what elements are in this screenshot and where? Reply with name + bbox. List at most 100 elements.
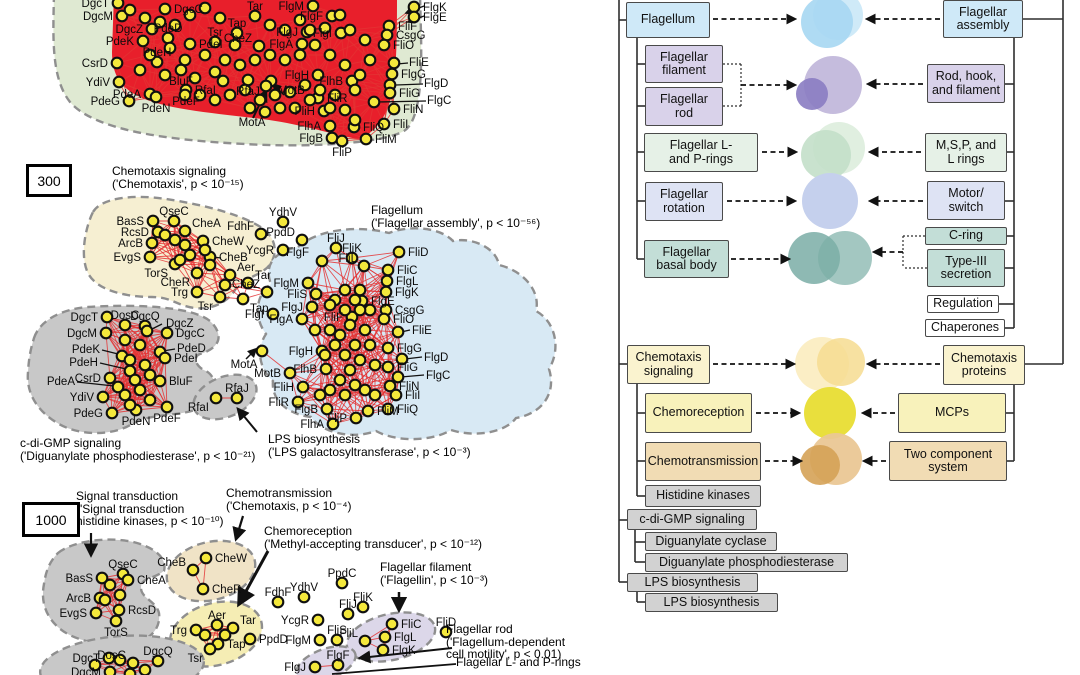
protein-node bbox=[323, 298, 337, 312]
protein-label-RfaI: RfaI bbox=[195, 85, 216, 97]
protein-node bbox=[395, 352, 409, 366]
caption-lp-rings-1000: Flagellar L- and P-rings bbox=[456, 656, 581, 669]
protein-label-FlgI: FlgI bbox=[313, 28, 332, 40]
protein-label-RfaJ: RfaJ bbox=[236, 86, 260, 98]
network-edge bbox=[321, 260, 331, 306]
network-edge bbox=[289, 350, 323, 374]
protein-node bbox=[178, 88, 192, 102]
protein-label-MotA: MotA bbox=[239, 117, 266, 129]
protein-node bbox=[263, 18, 277, 32]
protein-node bbox=[288, 101, 302, 115]
protein-label-PdeG: PdeG bbox=[74, 408, 103, 420]
protein-node bbox=[359, 132, 373, 146]
cluster-count-1000: 1000 bbox=[35, 511, 67, 528]
protein-node bbox=[319, 362, 333, 376]
network-edge bbox=[361, 269, 389, 302]
protein-node bbox=[333, 373, 347, 387]
caption-flagellar-filament-1000-line: ('Flagellin', p < 10⁻³) bbox=[380, 572, 488, 587]
network-edge bbox=[194, 77, 231, 96]
protein-node bbox=[335, 576, 349, 590]
protein-label-FlgB: FlgB bbox=[294, 404, 318, 416]
protein-node bbox=[363, 338, 377, 352]
protein-node bbox=[407, 10, 421, 24]
protein-node bbox=[330, 633, 344, 647]
network-edge bbox=[294, 107, 331, 127]
protein-node bbox=[348, 293, 362, 307]
protein-label-PdeH: PdeH bbox=[69, 357, 98, 369]
protein-label-FliN: FliN bbox=[399, 381, 419, 393]
protein-node bbox=[348, 113, 362, 127]
protein-node bbox=[381, 360, 395, 374]
network-edge bbox=[189, 7, 206, 45]
protein-node bbox=[343, 318, 357, 332]
cluster-1000-chemotransmission-blob bbox=[165, 539, 257, 603]
protein-node bbox=[178, 53, 192, 67]
protein-node bbox=[140, 324, 154, 338]
protein-label-DgcZ: DgcZ bbox=[166, 318, 193, 330]
tree-box-two-component-system: Two component system bbox=[889, 441, 1007, 481]
network-edge bbox=[334, 257, 353, 301]
caption-lps-300: LPS biosynthesis ('LPS galactosyltransfer… bbox=[268, 433, 471, 458]
caption-flagellar-rod-1000-line: Flagellar rod bbox=[446, 622, 513, 636]
protein-node bbox=[118, 333, 132, 347]
network-edge bbox=[311, 306, 336, 346]
tree-box-type-iii-secretion: Type-III secretion bbox=[927, 249, 1005, 287]
protein-label-FdhF: FdhF bbox=[265, 587, 292, 599]
protein-node bbox=[136, 34, 150, 48]
protein-node bbox=[318, 21, 332, 35]
protein-label-YdhV: YdhV bbox=[269, 207, 297, 219]
protein-node bbox=[143, 393, 157, 407]
protein-label-DgcT: DgcT bbox=[71, 312, 98, 324]
protein-node bbox=[228, 38, 242, 52]
protein-node bbox=[153, 15, 167, 29]
protein-node bbox=[338, 283, 352, 297]
protein-node bbox=[109, 614, 123, 628]
protein-node bbox=[363, 53, 377, 67]
protein-label-PdeA: PdeA bbox=[47, 376, 75, 388]
protein-node bbox=[190, 285, 204, 299]
protein-node bbox=[151, 654, 165, 668]
protein-node bbox=[439, 625, 453, 639]
protein-node bbox=[297, 590, 311, 604]
protein-node bbox=[254, 227, 268, 241]
caption-flagellar-rod-1000: Flagellar rod ('Flagellum-dependent cell m… bbox=[446, 623, 565, 661]
protein-node bbox=[283, 366, 297, 380]
protein-label-DgcT: DgcT bbox=[73, 653, 100, 665]
network-edge bbox=[317, 74, 356, 91]
protein-node bbox=[143, 250, 157, 264]
protein-node bbox=[323, 323, 337, 337]
network-edge bbox=[164, 43, 191, 76]
network-edge bbox=[302, 350, 323, 388]
network-edge bbox=[335, 247, 346, 291]
protein-label-PpdD: PpdD bbox=[259, 634, 288, 646]
protein-label-PdeK: PdeK bbox=[106, 36, 134, 48]
protein-node bbox=[112, 603, 126, 617]
protein-label-FliM: FliM bbox=[377, 406, 399, 418]
protein-label-FliG: FliG bbox=[399, 88, 420, 100]
protein-node bbox=[348, 83, 362, 97]
protein-node bbox=[133, 383, 147, 397]
caption-cdigmp-300: c-di-GMP signaling ('Diguanylate phosphod… bbox=[20, 437, 255, 462]
protein-label-YdhV: YdhV bbox=[290, 582, 318, 594]
protein-node bbox=[320, 402, 334, 416]
protein-label-FliS: FliS bbox=[287, 289, 307, 301]
protein-label-Tap: Tap bbox=[250, 303, 269, 315]
protein-node bbox=[112, 75, 126, 89]
protein-node bbox=[103, 371, 117, 385]
protein-node bbox=[89, 606, 103, 620]
caption-lps-300-line: ('LPS galactosyltransferase', p < 10⁻³) bbox=[268, 444, 471, 459]
protein-node bbox=[198, 628, 212, 642]
caption-flagellum-300-line: ('Flagellar assembly', p < 10⁻⁵⁶) bbox=[371, 215, 541, 230]
protein-node bbox=[209, 391, 223, 405]
protein-node bbox=[377, 312, 391, 326]
protein-label-FliG: FliG bbox=[397, 362, 418, 374]
network-edge bbox=[289, 372, 331, 391]
protein-label-CheA: CheA bbox=[137, 575, 166, 587]
network-edge bbox=[302, 354, 326, 388]
protein-label-FlgK: FlgK bbox=[395, 287, 419, 299]
network-edge bbox=[321, 260, 361, 291]
protein-label-FliH: FliH bbox=[274, 382, 294, 394]
protein-label-FlgE: FlgE bbox=[423, 12, 447, 24]
protein-node bbox=[358, 323, 372, 337]
caption-cdigmp-300-line: c-di-GMP signaling bbox=[20, 436, 122, 450]
